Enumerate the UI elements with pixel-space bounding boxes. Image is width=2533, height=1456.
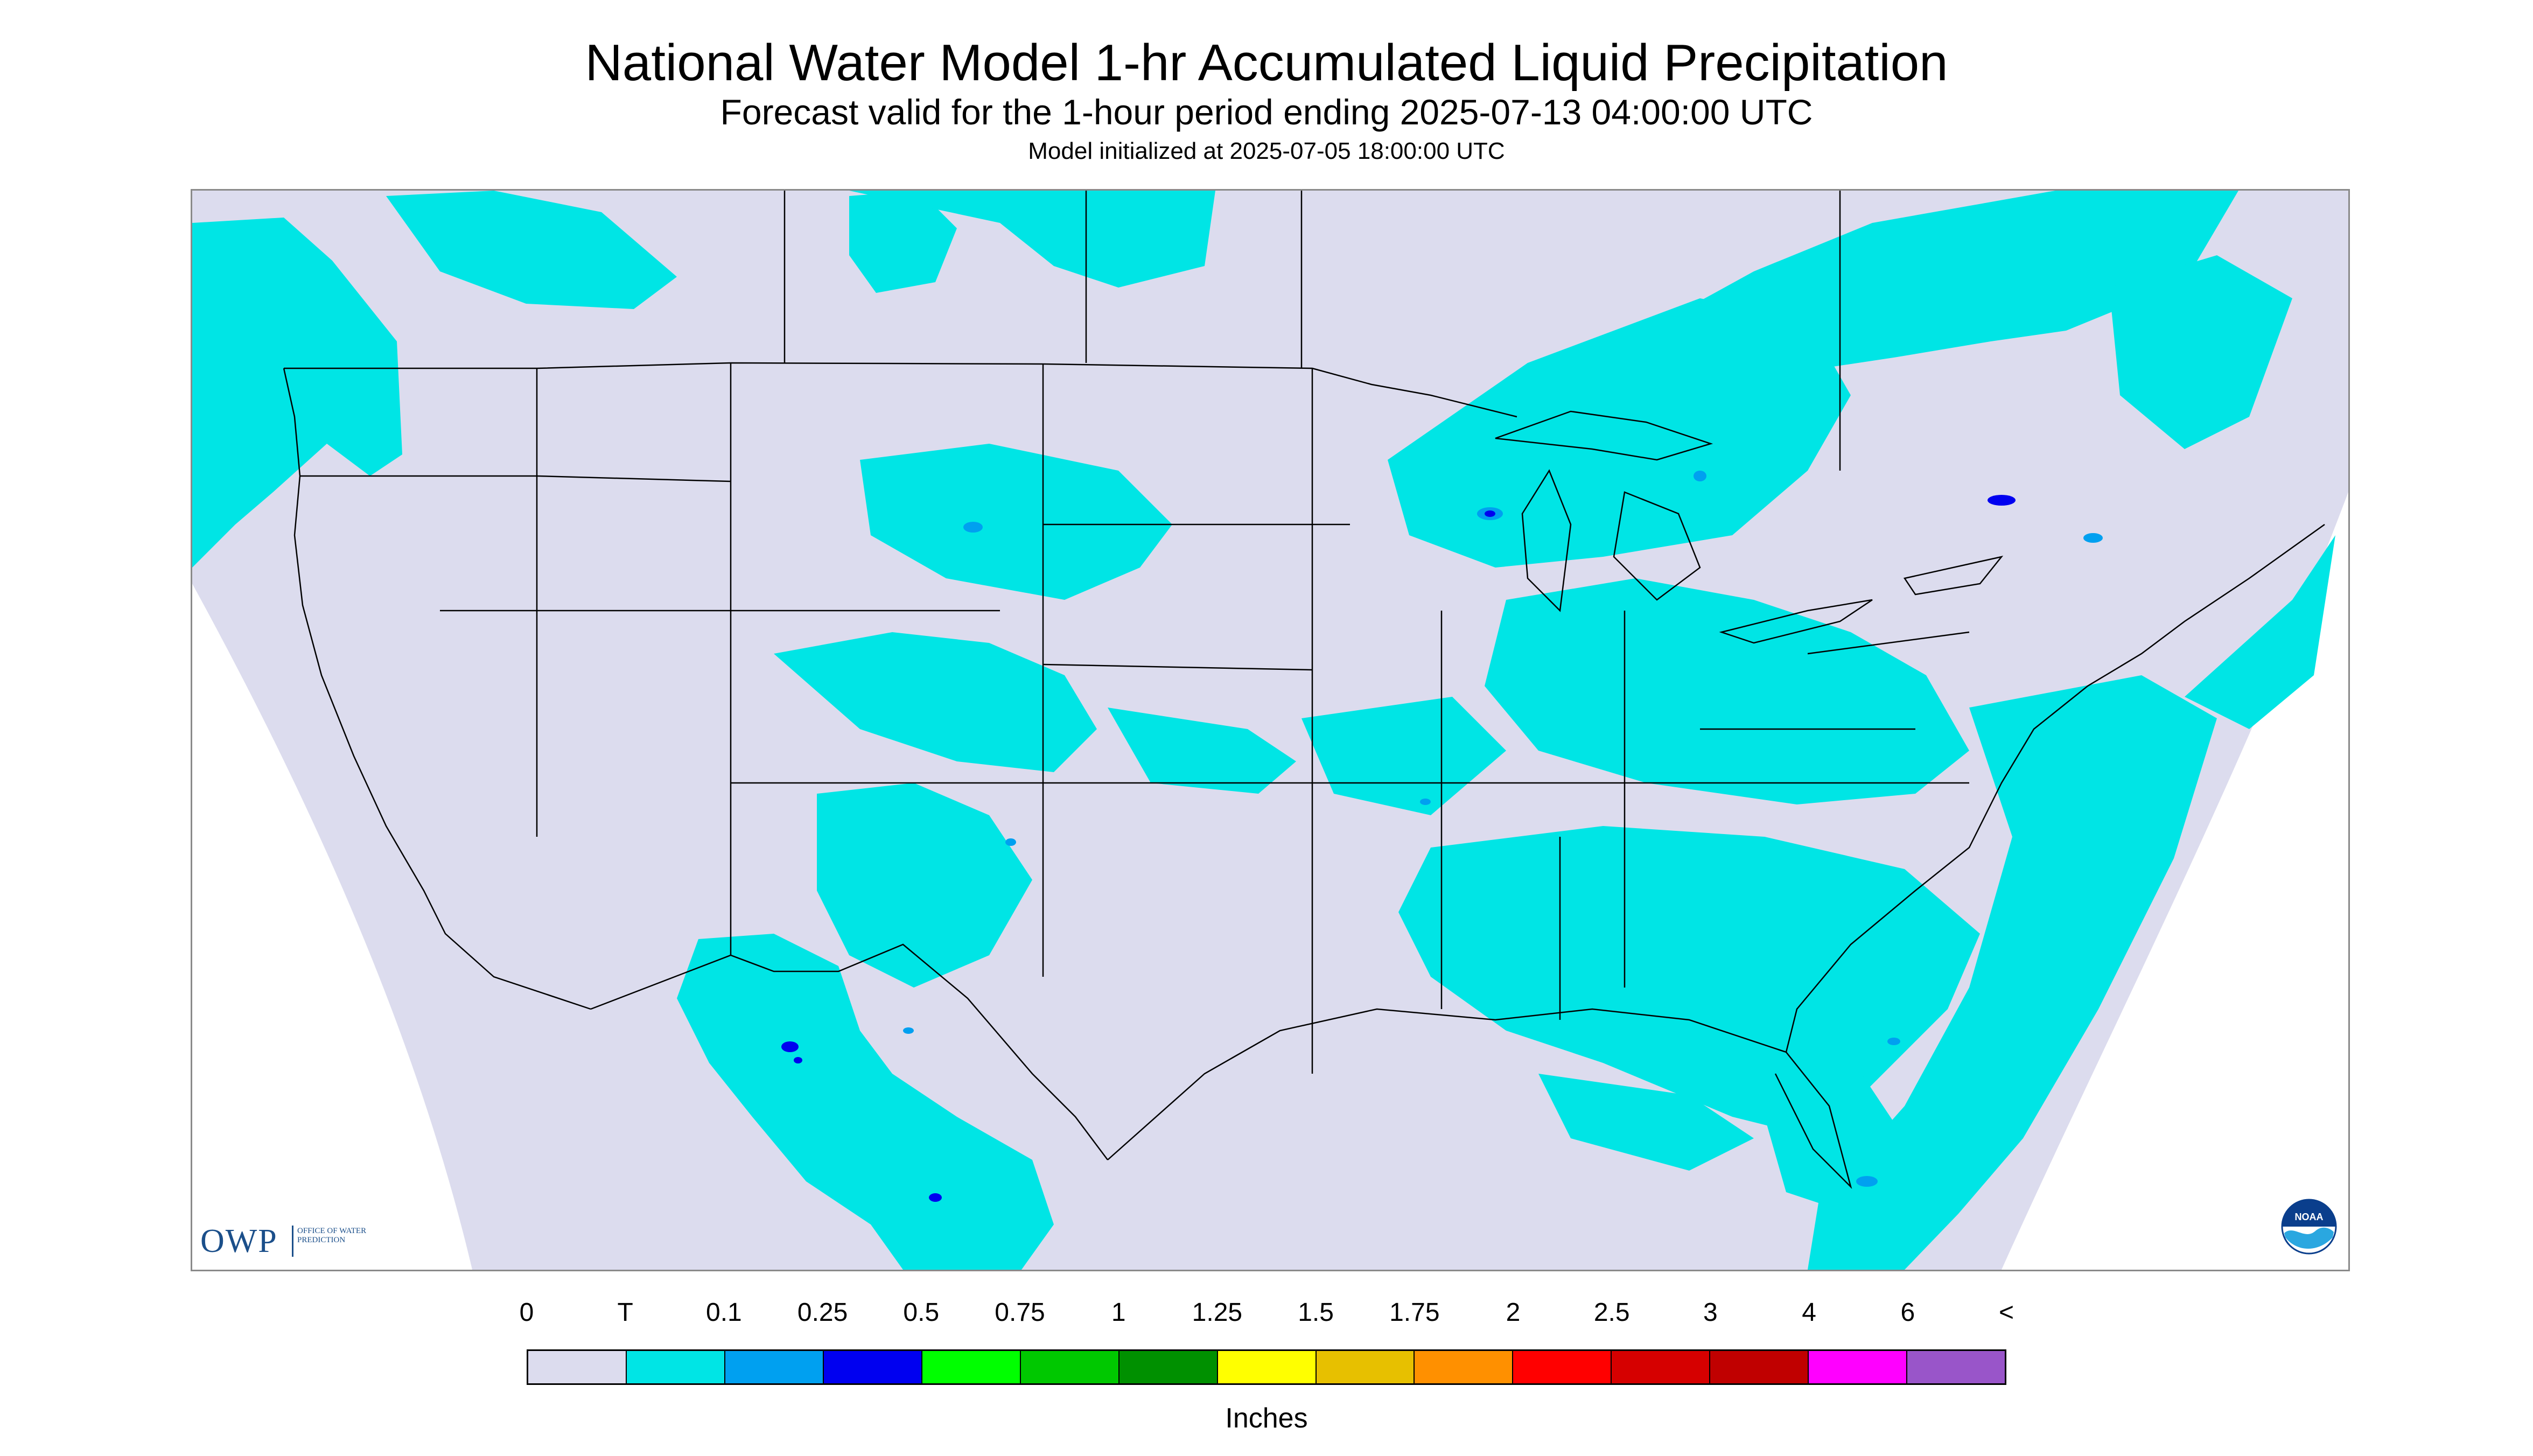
legend-swatch bbox=[1809, 1351, 1908, 1383]
legend-tick-label: 2.5 bbox=[1593, 1298, 1630, 1327]
noaa-logo-icon: NOAA bbox=[2281, 1199, 2337, 1255]
legend-tick-label: 0.5 bbox=[903, 1298, 940, 1327]
model-init-time: Model initialized at 2025-07-05 18:00:00… bbox=[1028, 138, 1505, 164]
legend-tick-label: < bbox=[1998, 1298, 2014, 1327]
legend-swatch bbox=[725, 1351, 824, 1383]
legend-tick-label: 6 bbox=[1900, 1298, 1915, 1327]
precip-light-areas bbox=[903, 471, 2103, 1187]
precip-heavy-areas bbox=[781, 495, 2016, 1202]
legend-tick-label: 1.5 bbox=[1298, 1298, 1334, 1327]
precipitation-map bbox=[191, 189, 2350, 1271]
map-subtitle: Forecast valid for the 1-hour period end… bbox=[720, 92, 1813, 132]
legend-tick-label: 1 bbox=[1111, 1298, 1126, 1327]
legend-swatch bbox=[1020, 1351, 1119, 1383]
legend-swatch bbox=[1907, 1351, 2005, 1383]
legend-colorbar bbox=[527, 1349, 2006, 1385]
legend-swatch bbox=[1217, 1351, 1317, 1383]
legend-swatch bbox=[1710, 1351, 1809, 1383]
legend-swatch bbox=[1119, 1351, 1218, 1383]
legend-swatch bbox=[823, 1351, 922, 1383]
legend-swatch bbox=[922, 1351, 1021, 1383]
legend-tick-label: 1.75 bbox=[1389, 1298, 1440, 1327]
legend-tick-label: 3 bbox=[1703, 1298, 1718, 1327]
owp-logo-divider bbox=[292, 1226, 293, 1257]
legend-tick-label: 0 bbox=[519, 1298, 534, 1327]
legend-swatch bbox=[626, 1351, 725, 1383]
svg-text:NOAA: NOAA bbox=[2295, 1212, 2324, 1222]
legend-tick-label: 1.25 bbox=[1192, 1298, 1243, 1327]
map-title: National Water Model 1-hr Accumulated Li… bbox=[585, 34, 1948, 92]
legend-swatch bbox=[528, 1351, 627, 1383]
legend-swatch bbox=[1612, 1351, 1711, 1383]
legend-tick-label: 4 bbox=[1802, 1298, 1816, 1327]
legend-tick-label: T bbox=[617, 1298, 633, 1327]
legend-swatch bbox=[1513, 1351, 1612, 1383]
precip-legend: 0 T 0.1 0.25 0.5 0.75 1 1.25 1.5 1.75 2 2.5 3 4 6 < bbox=[520, 1298, 2014, 1395]
owp-logo-text: OWP bbox=[200, 1223, 278, 1259]
legend-units-label: Inches bbox=[1225, 1403, 1308, 1434]
owp-logo-subtext: OFFICE OF WATER PREDICTION bbox=[297, 1227, 367, 1244]
legend-swatch bbox=[1415, 1351, 1514, 1383]
boundary-lines bbox=[283, 191, 2325, 1189]
legend-tick-label: 0.1 bbox=[706, 1298, 742, 1327]
legend-tick-label: 0.75 bbox=[995, 1298, 1045, 1327]
legend-tick-label: 0.25 bbox=[797, 1298, 848, 1327]
legend-swatch bbox=[1316, 1351, 1415, 1383]
owp-logo: OWP OFFICE OF WATER PREDICTION bbox=[200, 1221, 373, 1260]
precip-trace-areas bbox=[192, 191, 2335, 1270]
legend-tick-label: 2 bbox=[1506, 1298, 1521, 1327]
